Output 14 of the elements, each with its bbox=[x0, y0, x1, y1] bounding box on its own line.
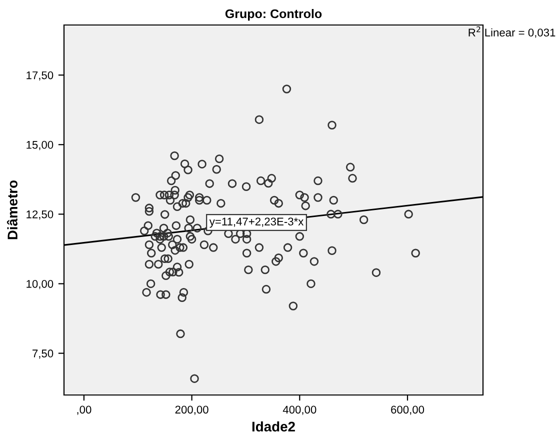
x-tick-label: 200,00 bbox=[175, 406, 208, 415]
x-tick-label: 600,00 bbox=[391, 406, 424, 415]
annotation: y=11,47+2,23E-3*x bbox=[209, 218, 304, 228]
x-tick-label: ,00 bbox=[77, 406, 92, 415]
x-tick-label: 400,00 bbox=[282, 406, 316, 415]
y-tick-label: 17,50 bbox=[26, 71, 54, 81]
x-axis-title: Idade2 bbox=[252, 421, 295, 432]
chart-title: Grupo: Controlo bbox=[225, 8, 322, 21]
annotation: R$^{2}$ Linear = 0,031 bbox=[468, 26, 556, 38]
y-axis-title: Diâmetro bbox=[6, 180, 18, 240]
y-tick-label: 15,00 bbox=[26, 140, 54, 150]
y-tick-label: 7,50 bbox=[32, 350, 54, 359]
y-tick-label: 12,50 bbox=[26, 210, 54, 220]
y-tick-label: 10,00 bbox=[26, 280, 54, 290]
